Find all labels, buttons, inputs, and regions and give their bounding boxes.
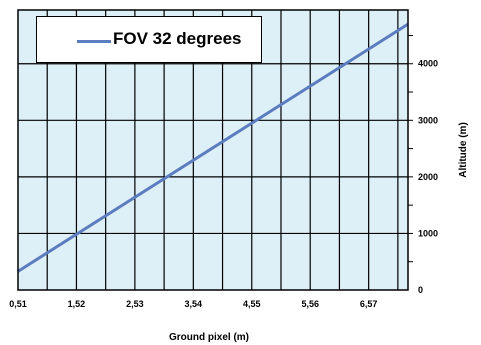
legend: FOV 32 degrees	[36, 16, 262, 63]
x-tick-label: 3,54	[185, 299, 203, 309]
y-tick-label: 4000	[418, 59, 438, 69]
series-line	[17, 22, 409, 273]
x-tick-label: 0,51	[9, 299, 27, 309]
x-tick-label: 1,52	[68, 299, 86, 309]
y-axis-label: Altitude (m)	[458, 122, 469, 178]
x-axis-label: Ground pixel (m)	[169, 332, 249, 343]
x-tick-label: 6,57	[360, 299, 378, 309]
y-tick-label: 0	[418, 285, 423, 295]
legend-swatch	[77, 40, 111, 43]
y-tick-label: 1000	[418, 228, 438, 238]
x-tick-label: 5,56	[301, 299, 319, 309]
y-tick-label: 3000	[418, 115, 438, 125]
legend-label: FOV 32 degrees	[113, 29, 242, 48]
x-tick-label: 2,53	[126, 299, 144, 309]
tick-labels: 0,51 1,52 2,53 3,54 4,55 5,56 6,57 0 1000 2000 300…	[9, 34, 438, 309]
x-tick-label: 4,55	[243, 299, 261, 309]
series-lines	[17, 22, 409, 273]
plot-border	[17, 9, 409, 291]
y-tick-label: 2000	[418, 172, 438, 182]
